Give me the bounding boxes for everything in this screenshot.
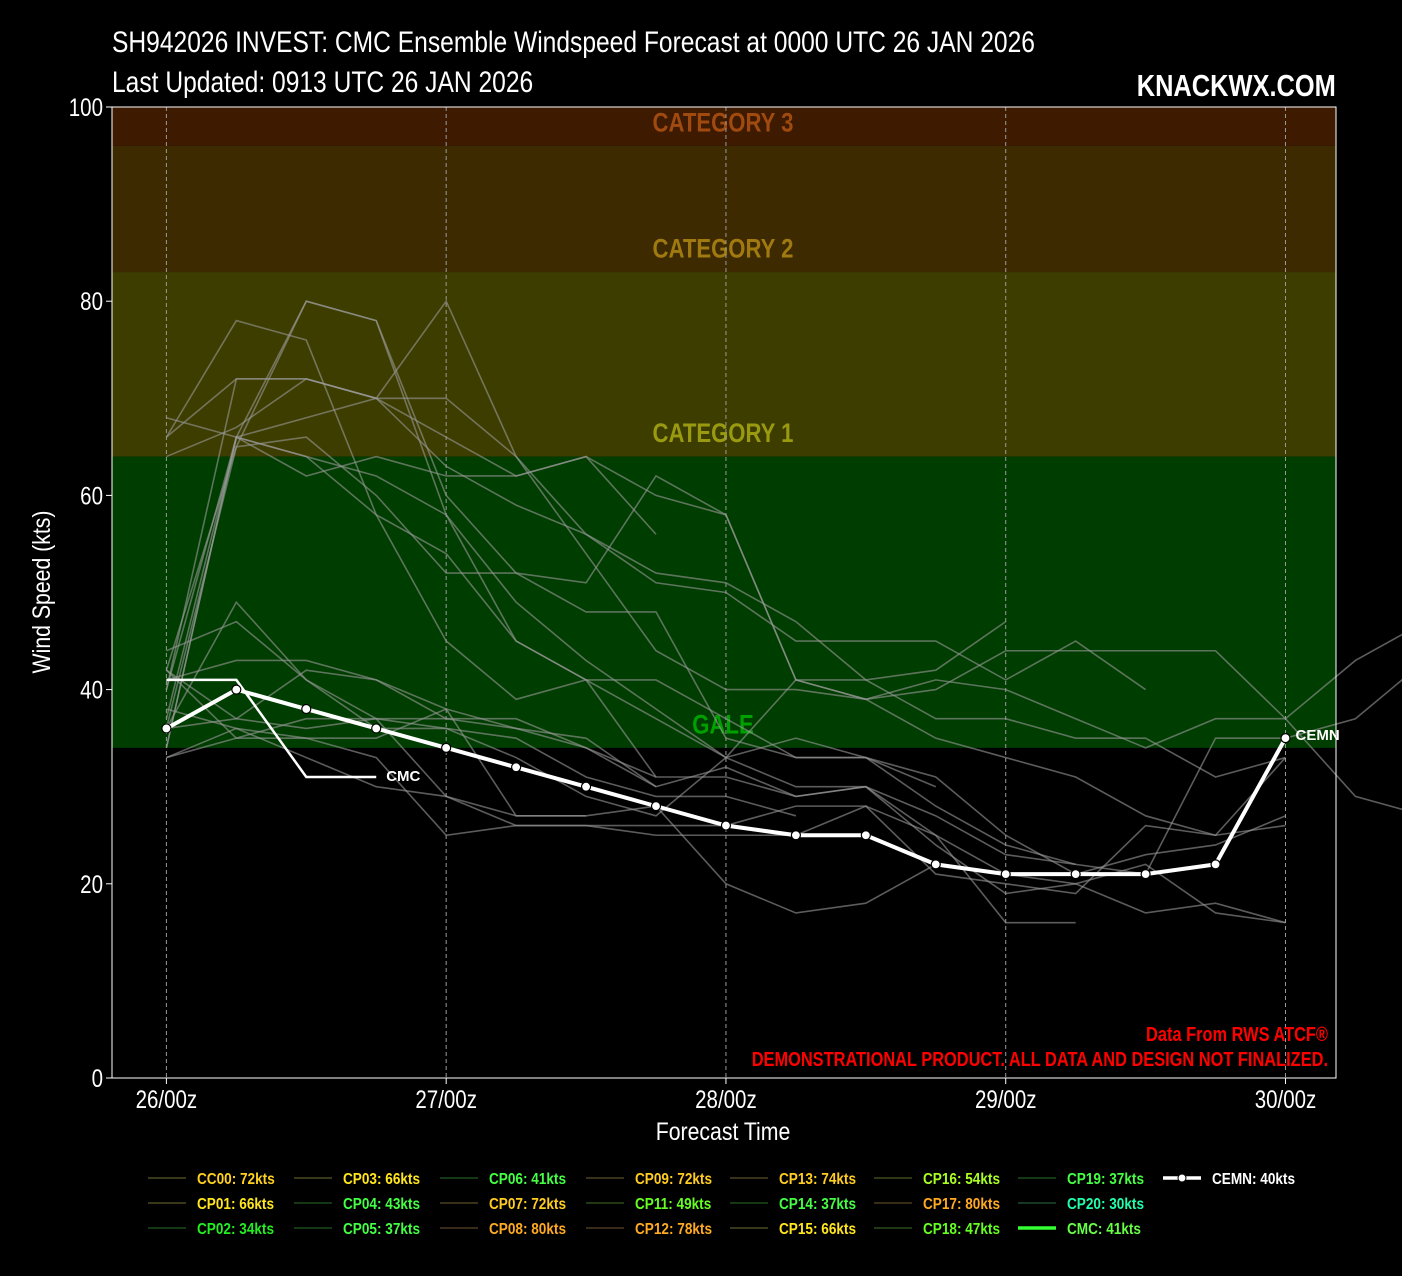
cemn-point: [511, 762, 522, 773]
x-tick-label: 29/00z: [975, 1085, 1037, 1113]
cemn-point: [371, 723, 382, 734]
legend-entry: CP11: 49kts: [635, 1196, 711, 1213]
legend-entry: CP03: 66kts: [343, 1171, 420, 1188]
y-tick-label: 20: [80, 870, 103, 898]
legend-entry: CP01: 66kts: [197, 1196, 274, 1213]
legend-entry: CMC: 41kts: [1067, 1221, 1141, 1238]
legend-entry: CP06: 41kts: [489, 1171, 566, 1188]
band-label: CATEGORY 3: [653, 108, 794, 138]
member-line-cp12: [165, 299, 1147, 691]
ensemble-member-lines: [165, 299, 1402, 924]
cemn-point: [580, 781, 592, 792]
legend-entry: CP13: 74kts: [779, 1171, 856, 1188]
cemn-label: CEMN: [1295, 727, 1339, 744]
chart-title: SH942026 INVEST: CMC Ensemble Windspeed …: [112, 26, 1035, 59]
x-tick-label: 28/00z: [695, 1085, 757, 1113]
x-tick-label: 30/00z: [1255, 1085, 1317, 1113]
band-gale: [112, 456, 1336, 748]
legend-entry: CP20: 30kts: [1067, 1196, 1144, 1213]
cemn-point: [1210, 859, 1221, 870]
plot-frame: [111, 106, 1337, 1079]
legend-entry: CP02: 34kts: [197, 1221, 274, 1238]
x-axis-label: Forecast Time: [656, 1117, 791, 1145]
y-tick-label: 0: [92, 1064, 103, 1092]
y-tick-label: 100: [69, 93, 103, 121]
x-tick-label: 27/00z: [415, 1085, 477, 1113]
brand-logo-text: KNACKWX.COM: [1136, 68, 1336, 103]
cmc-line: [166, 678, 377, 779]
member-line-cp03: [165, 319, 1402, 875]
band-label: GALE: [692, 710, 753, 740]
chart-subtitle: Last Updated: 0913 UTC 26 JAN 2026: [112, 66, 534, 99]
legend-entry: CEMN: 40kts: [1212, 1171, 1295, 1188]
member-line-cp06: [165, 600, 657, 778]
legend-entry: CP09: 72kts: [635, 1171, 712, 1188]
member-line-cp19: [166, 717, 937, 914]
member-line-cp13: [166, 416, 1286, 924]
cemn-point: [1070, 868, 1081, 880]
legend-entry: CP19: 37kts: [1067, 1171, 1144, 1188]
main-lines: CMC CEMN: [161, 678, 1340, 880]
cemn-point: [650, 801, 662, 812]
cemn-point: [1000, 868, 1011, 880]
member-line-cp17: [165, 300, 937, 788]
member-line-cp18: [165, 669, 1076, 866]
legend-entry: CP14: 37kts: [779, 1196, 856, 1213]
cemn-point: [441, 742, 452, 753]
cemn-point: [301, 703, 312, 715]
legend-entry: CP12: 78kts: [635, 1221, 712, 1238]
x-tick-label: 26/00z: [136, 1085, 198, 1113]
axes: 0 20 40 60 80 100 26/00z 27/00z 28/00z 29/00z 30/0…: [69, 93, 1337, 1113]
legend-entry: CP07: 72kts: [489, 1196, 566, 1213]
cemn-point: [860, 830, 871, 841]
legend-entry: CC00: 72kts: [197, 1171, 275, 1188]
legend-swatch-marker: [1177, 1173, 1187, 1183]
band-label: CATEGORY 2: [653, 235, 794, 265]
member-line-cp02: [166, 717, 797, 817]
y-axis-label: Wind Speed (kts): [27, 511, 55, 674]
band-category-2: [112, 145, 1336, 273]
legend-entry: CP17: 80kts: [923, 1196, 1000, 1213]
y-tick-label: 80: [80, 287, 103, 315]
legend-entry: CP16: 54kts: [923, 1171, 1000, 1188]
legend: CC00: 72kts CP01: 66kts CP02: 34kts CP03: 6…: [148, 1171, 1295, 1238]
cemn-point: [1140, 868, 1151, 880]
cemn-point: [720, 820, 732, 831]
legend-entry: CP08: 80kts: [489, 1221, 566, 1238]
member-line-cp16: [165, 435, 1402, 749]
data-source-note: Data From RWS ATCF®: [1146, 1022, 1328, 1045]
cemn-point: [231, 684, 242, 695]
legend-entry: CP05: 37kts: [343, 1221, 420, 1238]
legend-entry: CP18: 47kts: [923, 1221, 1000, 1238]
cmc-label: CMC: [386, 768, 420, 785]
intensity-bands: CATEGORY 3 CATEGORY 2 CATEGORY 1 GALE: [112, 107, 1336, 748]
y-tick-label: 60: [80, 481, 103, 509]
member-line-cp20: [166, 727, 1076, 924]
band-category-3: [112, 107, 1336, 146]
cemn-point: [161, 723, 172, 734]
cemn-point: [1280, 733, 1291, 744]
band-label: CATEGORY 1: [653, 419, 794, 449]
member-line-cp04: [166, 659, 657, 788]
legend-entry: CP04: 43kts: [343, 1196, 420, 1213]
cemn-point: [790, 830, 801, 841]
legend-entry: CP15: 66kts: [779, 1221, 856, 1238]
cemn-point: [930, 859, 941, 870]
y-tick-label: 40: [80, 676, 103, 704]
demonstrational-disclaimer: DEMONSTRATIONAL PRODUCT. ALL DATA AND DE…: [752, 1047, 1328, 1070]
